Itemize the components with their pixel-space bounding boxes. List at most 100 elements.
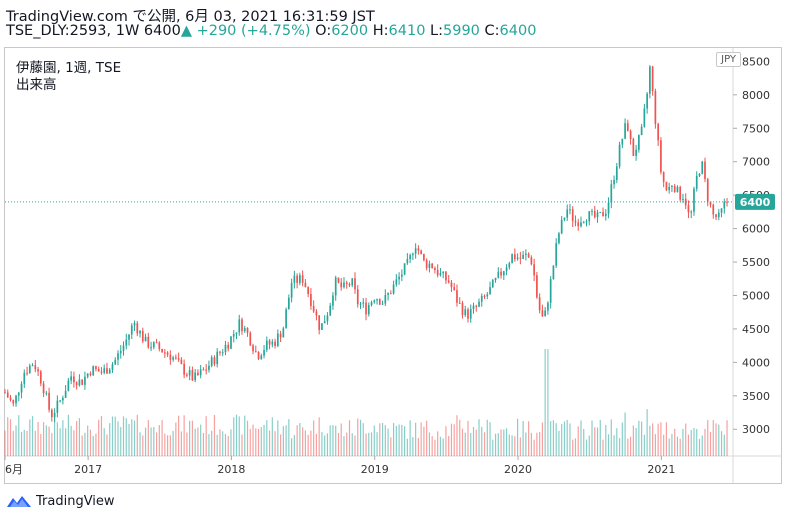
candle-body <box>224 344 227 353</box>
candle-body <box>81 379 84 385</box>
candle-body <box>365 302 367 315</box>
x-tick-label: 6月 <box>5 463 23 476</box>
last-price: 6400 <box>143 23 181 39</box>
chart-panel[interactable] <box>4 47 782 484</box>
candle-body <box>285 309 287 329</box>
candle-body <box>37 369 39 372</box>
candle-body <box>150 347 152 349</box>
candle-body <box>111 364 114 370</box>
candle-body <box>42 383 45 394</box>
candle-body <box>334 277 337 296</box>
current-price-badge <box>735 193 775 210</box>
candle-body <box>78 379 81 386</box>
candle-body <box>59 400 61 402</box>
candle-body <box>624 123 626 139</box>
candle-body <box>257 351 260 360</box>
candle-body <box>378 299 381 305</box>
candle-body <box>97 369 100 372</box>
candle-body <box>447 280 450 283</box>
candle-body <box>560 219 563 234</box>
candle-body <box>563 217 566 220</box>
candle-body <box>690 211 693 213</box>
candle-body <box>50 409 53 418</box>
close-label: C: <box>484 23 500 39</box>
candle-body <box>472 305 475 309</box>
currency-badge[interactable]: JPY <box>716 52 741 67</box>
candle-body <box>602 212 604 217</box>
candle-body <box>511 254 513 264</box>
candle-body <box>632 138 635 156</box>
candle-body <box>502 271 505 276</box>
candle-body <box>684 198 687 206</box>
candle-body <box>726 201 728 203</box>
candle-body <box>461 302 464 316</box>
candle-body <box>241 319 243 332</box>
candle-body <box>456 290 458 303</box>
candle-body <box>75 382 78 386</box>
candle-body <box>260 355 263 360</box>
symbol-label: TSE_DLY:2593, 1W <box>6 23 140 39</box>
candle-body <box>392 284 395 294</box>
candle-body <box>296 275 298 283</box>
candle-body <box>536 275 538 298</box>
candle-body <box>420 250 422 254</box>
candle-body <box>53 412 56 418</box>
candle-body <box>533 264 535 276</box>
candle-body <box>271 341 274 345</box>
candle-body <box>439 273 442 276</box>
candle-body <box>133 323 136 326</box>
y-tick-label: 8000 <box>742 89 770 102</box>
candle-body <box>613 180 615 185</box>
candle-body <box>177 358 180 360</box>
candle-body <box>414 248 417 254</box>
candle-body <box>640 126 643 136</box>
candle-body <box>558 233 560 244</box>
tradingview-logo-icon <box>7 496 31 507</box>
candle-body <box>337 277 340 283</box>
high-label: H: <box>372 23 389 39</box>
candle-body <box>89 373 92 376</box>
candle-body <box>695 175 698 189</box>
candle-body <box>582 222 585 224</box>
candle-body <box>538 297 541 311</box>
symbol-quote-line: TSE_DLY:2593, 1W 6400▲ +290 (+4.75%) O:6… <box>6 23 536 39</box>
candle-body <box>304 282 307 287</box>
candle-body <box>660 140 662 173</box>
candle-body <box>188 370 191 376</box>
candle-body <box>183 363 185 375</box>
candle-body <box>15 395 17 404</box>
candle-body <box>103 368 106 373</box>
candle-body <box>423 253 425 261</box>
candle-body <box>436 269 439 276</box>
candle-body <box>359 303 362 305</box>
legend-volume: 出来高 <box>16 77 57 93</box>
candle-body <box>48 392 50 410</box>
candle-body <box>86 373 89 377</box>
candle-body <box>428 263 431 268</box>
candle-body <box>197 372 199 376</box>
candle-body <box>92 366 95 376</box>
candle-body <box>676 186 679 192</box>
candle-body <box>709 201 712 205</box>
candle-body <box>351 278 354 286</box>
low-label: L: <box>430 23 443 39</box>
footer-brand[interactable]: TradingView <box>6 493 115 509</box>
candle-body <box>155 342 158 344</box>
candle-body <box>618 144 621 167</box>
y-tick-label: 7000 <box>742 156 770 169</box>
candle-body <box>31 365 34 367</box>
candle-body <box>67 380 70 391</box>
candle-body <box>362 302 365 304</box>
candle-body <box>626 123 629 131</box>
change-arrow-icon: ▲ <box>180 23 192 39</box>
candle-body <box>508 263 511 268</box>
candle-body <box>549 279 552 303</box>
candle-body <box>191 370 194 381</box>
candle-body <box>202 369 205 371</box>
y-tick-label: 7500 <box>742 122 770 135</box>
candle-body <box>243 328 246 332</box>
candle-body <box>219 351 221 353</box>
candle-body <box>588 211 591 222</box>
candle-body <box>475 305 478 307</box>
